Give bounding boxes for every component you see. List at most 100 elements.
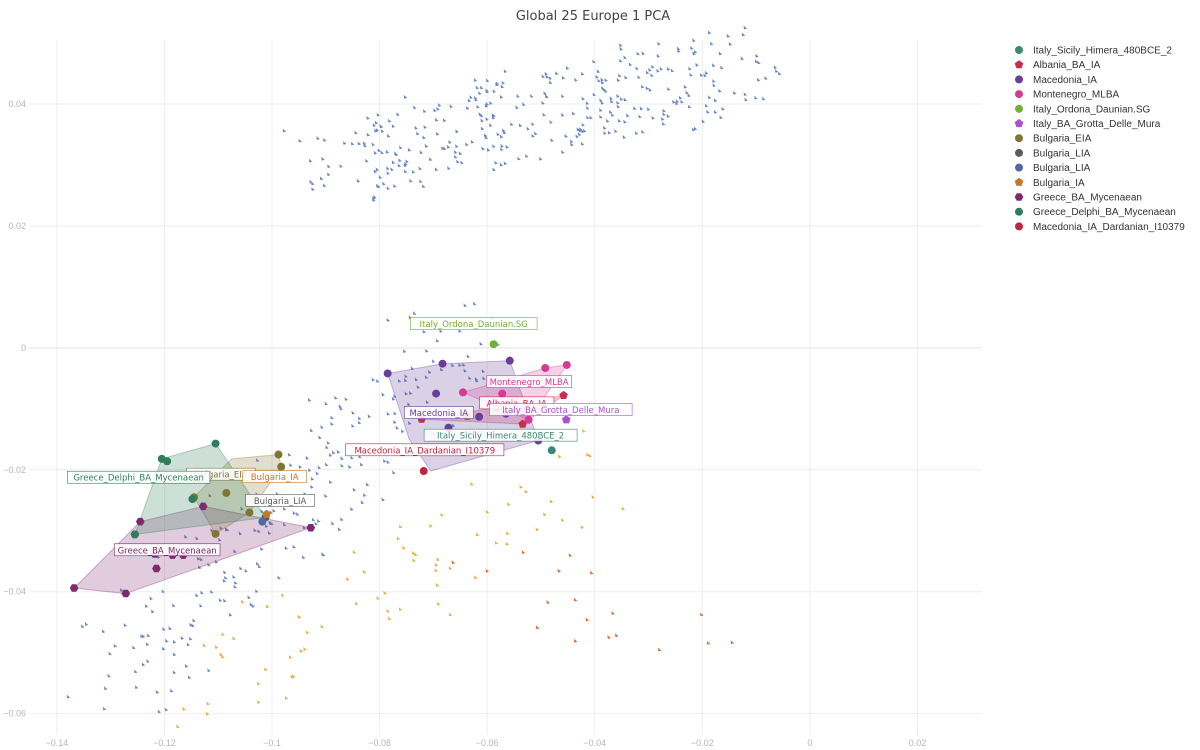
background-sample-point <box>251 603 255 608</box>
background-sample-point <box>256 458 260 462</box>
legend-item[interactable]: Italy_Sicily_Himera_480BCE_2 <box>1015 46 1172 57</box>
background-sample-point <box>298 464 302 469</box>
background-sample-point <box>678 95 683 100</box>
background-sample-point <box>380 150 384 155</box>
background-sample-point <box>292 544 296 549</box>
background-sample-point <box>146 659 150 663</box>
background-sample-point <box>599 114 603 119</box>
background-sample-point <box>626 113 630 118</box>
group-marker <box>518 419 527 428</box>
background-sample-point <box>603 131 607 135</box>
background-sample-point <box>568 553 573 557</box>
background-sample-point <box>81 624 85 628</box>
background-sample-point <box>455 144 459 148</box>
background-sample-point <box>207 668 211 672</box>
background-sample-point <box>239 566 243 570</box>
background-sample-point <box>505 144 509 149</box>
background-sample-point <box>699 73 704 77</box>
background-sample-point <box>756 77 761 82</box>
background-sample-point <box>373 150 378 155</box>
background-sample-point <box>687 93 691 98</box>
background-sample-point <box>730 640 734 645</box>
legend-marker <box>1015 148 1023 157</box>
group-marker <box>559 390 568 399</box>
background-sample-point <box>633 106 637 110</box>
background-sample-point <box>500 143 504 148</box>
group-marker <box>262 509 271 518</box>
background-sample-point <box>623 97 627 102</box>
legend-item[interactable]: Greece_Delphi_BA_Mycenaean <box>1015 207 1176 218</box>
background-sample-point <box>676 46 681 51</box>
background-sample-point <box>573 638 578 643</box>
legend-label: Bulgaria_EIA <box>1033 134 1092 145</box>
background-sample-point <box>367 414 372 418</box>
background-sample-point <box>434 167 439 172</box>
legend-label: Italy_BA_Grotta_Delle_Mura <box>1033 119 1161 130</box>
background-sample-point <box>323 137 327 142</box>
background-sample-point <box>424 143 429 148</box>
background-sample-point <box>462 362 466 367</box>
background-sample-point <box>376 112 380 117</box>
background-sample-point <box>458 362 462 367</box>
legend-item[interactable]: Bulgaria_IA <box>1014 177 1085 189</box>
background-sample-point <box>375 167 380 172</box>
background-sample-point <box>394 151 398 156</box>
background-sample-point <box>191 623 195 628</box>
y-tick-label: −0.02 <box>3 465 26 475</box>
background-sample-point <box>328 480 333 484</box>
background-sample-point <box>561 75 566 80</box>
background-sample-point <box>433 108 437 112</box>
legend-item[interactable]: Italy_BA_Grotta_Delle_Mura <box>1014 119 1161 130</box>
background-sample-point <box>310 476 315 481</box>
background-sample-point <box>479 341 483 346</box>
background-sample-point <box>311 181 315 186</box>
background-sample-point <box>456 159 460 164</box>
background-sample-point <box>648 67 652 72</box>
background-sample-point <box>548 76 552 80</box>
background-sample-point <box>199 603 203 608</box>
background-sample-point <box>311 187 315 191</box>
background-sample-point <box>253 528 257 532</box>
background-sample-point <box>773 65 778 69</box>
group-label: Bulgaria_LIA <box>245 494 315 507</box>
background-sample-point <box>407 147 412 152</box>
background-sample-point <box>328 453 333 457</box>
group-marker <box>152 564 161 573</box>
legend-item[interactable]: Bulgaria_LIA <box>1015 163 1091 174</box>
background-sample-point <box>299 648 303 653</box>
legend[interactable]: Italy_Sicily_Himera_480BCE_2 Albania_BA_I… <box>1014 46 1186 233</box>
background-sample-point <box>383 458 387 463</box>
background-sample-point <box>380 129 385 133</box>
background-sample-point <box>501 80 505 85</box>
legend-item[interactable]: Bulgaria_LIA <box>1015 148 1091 159</box>
legend-item[interactable]: Bulgaria_EIA <box>1015 134 1092 145</box>
legend-item[interactable]: Albania_BA_IA <box>1014 60 1101 71</box>
background-sample-point <box>713 98 718 103</box>
background-sample-point <box>393 183 397 188</box>
group-label-box <box>403 406 474 419</box>
background-sample-point <box>397 378 402 383</box>
legend-label: Montenegro_MLBA <box>1033 90 1119 101</box>
background-sample-point <box>496 132 500 136</box>
background-sample-point <box>283 522 287 527</box>
background-sample-point <box>485 509 490 514</box>
background-sample-point <box>302 555 306 559</box>
background-sample-point <box>399 145 403 150</box>
legend-item[interactable]: Montenegro_MLBA <box>1015 90 1119 101</box>
legend-marker <box>1015 207 1023 216</box>
x-tick-label: −0.02 <box>691 738 714 748</box>
legend-item[interactable]: Macedonia_IA_Dardanian_I10379 <box>1015 222 1185 233</box>
background-sample-point <box>315 471 319 475</box>
legend-item[interactable]: Greece_BA_Mycenaean <box>1014 193 1142 204</box>
background-sample-point <box>401 429 405 433</box>
legend-item[interactable]: Italy_Ordona_Daunian.SG <box>1015 104 1151 115</box>
background-sample-point <box>525 154 529 158</box>
background-sample-point <box>170 688 174 693</box>
legend-item[interactable]: Macedonia_IA <box>1015 75 1097 86</box>
background-sample-point <box>614 129 618 133</box>
background-sample-point <box>388 118 392 123</box>
group-marker <box>562 415 571 424</box>
group-marker <box>277 462 286 471</box>
background-sample-point <box>296 512 300 516</box>
